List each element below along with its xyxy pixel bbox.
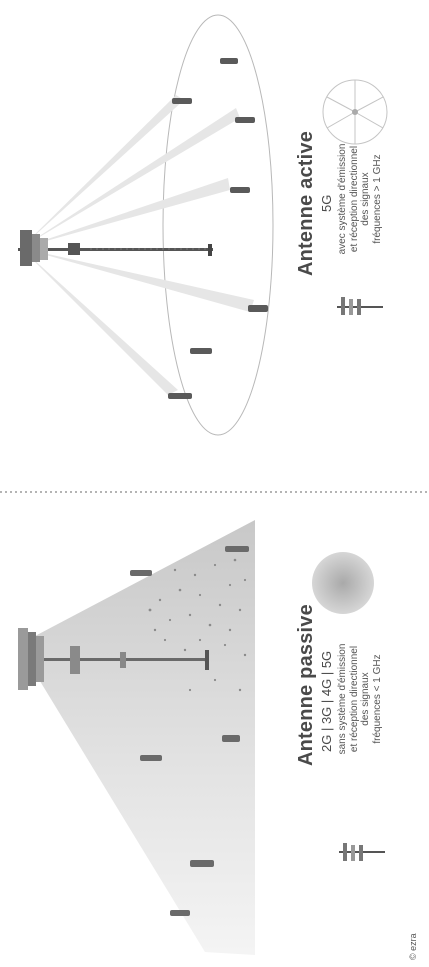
passive-desc-line: sans système d'émission: [337, 643, 348, 755]
passive-users: [130, 546, 249, 916]
active-description: avec système d'émission et réception dir…: [337, 114, 383, 284]
active-desc-line: fréquences > 1 GHz: [371, 154, 383, 244]
active-antenna-title: Antenne active: [295, 130, 317, 276]
passive-antenna-tower: [18, 628, 209, 690]
active-antenna-tower: [18, 230, 213, 266]
passive-signal-disc-icon: [312, 552, 374, 614]
active-desc-line: et réception directionnel: [348, 145, 360, 253]
passive-tower-mini-icon: [339, 843, 385, 861]
passive-generations-label: 2G | 3G | 4G | 5G: [319, 650, 334, 752]
passive-desc-line: et réception directionnel: [348, 645, 360, 753]
active-coverage-zone: [162, 14, 274, 436]
active-desc-line: avec système d'émission: [337, 143, 348, 255]
passive-description: sans système d'émission et réception dir…: [337, 614, 383, 784]
active-generations-label: 5G: [319, 194, 334, 212]
active-directional-beams: [21, 95, 254, 395]
active-tower-mini-icon: [337, 297, 383, 315]
active-desc-line: des signaux: [360, 172, 371, 226]
image-credit: © ezra: [408, 933, 418, 960]
passive-antenna-title: Antenne passive: [295, 604, 317, 766]
passive-desc-line: des signaux: [360, 672, 371, 726]
passive-desc-line: fréquences < 1 GHz: [371, 654, 383, 744]
active-directional-radiation-icon: [322, 79, 388, 145]
active-users: [168, 58, 268, 399]
passive-coverage-cone: [18, 520, 255, 955]
